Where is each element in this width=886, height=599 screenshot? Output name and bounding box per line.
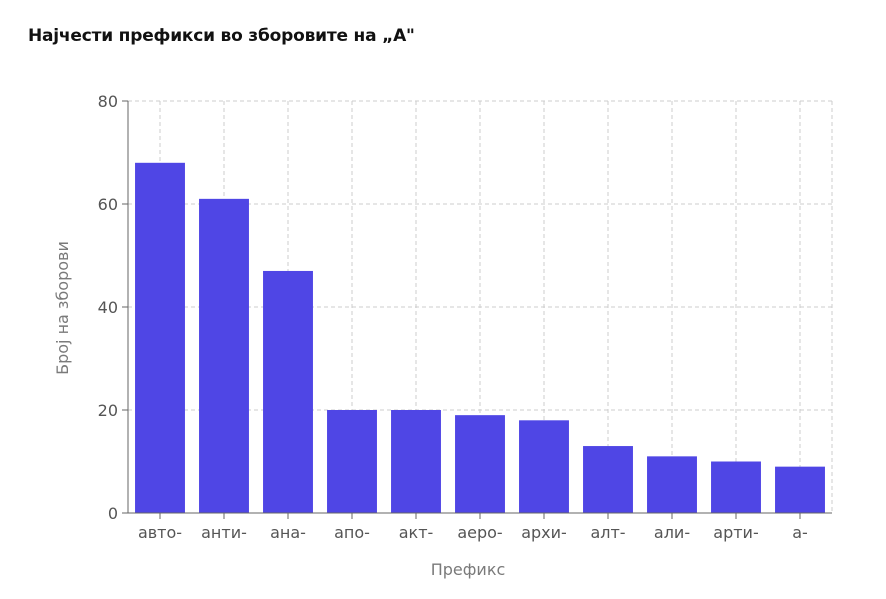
- x-tick-label: акт-: [399, 523, 434, 542]
- x-tick-label: авто-: [138, 523, 182, 542]
- bar-2: [263, 270, 313, 513]
- bar-8: [647, 456, 697, 513]
- x-tick-label: аеро-: [457, 523, 502, 542]
- chart-title: Најчести префикси во зборовите на „А": [28, 26, 415, 46]
- bar-10: [775, 466, 825, 513]
- bar-7: [583, 446, 633, 513]
- bar-0: [135, 162, 185, 514]
- x-tick-label: али-: [654, 523, 690, 542]
- x-tick-label: алт-: [590, 523, 625, 542]
- axes: [122, 100, 832, 519]
- x-tick-label: арти-: [713, 523, 758, 542]
- y-tick-label: 0: [108, 504, 118, 523]
- y-tick-label: 20: [98, 401, 118, 420]
- x-tick-label: а-: [792, 523, 808, 542]
- bar-5: [455, 415, 505, 513]
- y-tick-label: 40: [98, 298, 118, 317]
- x-tick-label: ана-: [270, 523, 306, 542]
- x-tick-labels: авто-анти-ана-апо-акт-аеро-архи-алт-али-…: [138, 523, 808, 542]
- bar-6: [519, 420, 569, 513]
- bars: [135, 162, 825, 514]
- bar-9: [711, 461, 761, 513]
- y-tick-label: 80: [98, 92, 118, 111]
- x-tick-label: анти-: [201, 523, 247, 542]
- x-axis-title: Префикс: [431, 560, 506, 579]
- bar-1: [199, 198, 249, 513]
- y-axis-title: Број на зборови: [53, 241, 72, 375]
- x-tick-label: архи-: [521, 523, 567, 542]
- bar-4: [391, 410, 441, 513]
- y-tick-label: 60: [98, 195, 118, 214]
- x-tick-label: апо-: [334, 523, 370, 542]
- bar-3: [327, 410, 377, 513]
- y-tick-labels: 0 20 40 60 80: [98, 92, 118, 523]
